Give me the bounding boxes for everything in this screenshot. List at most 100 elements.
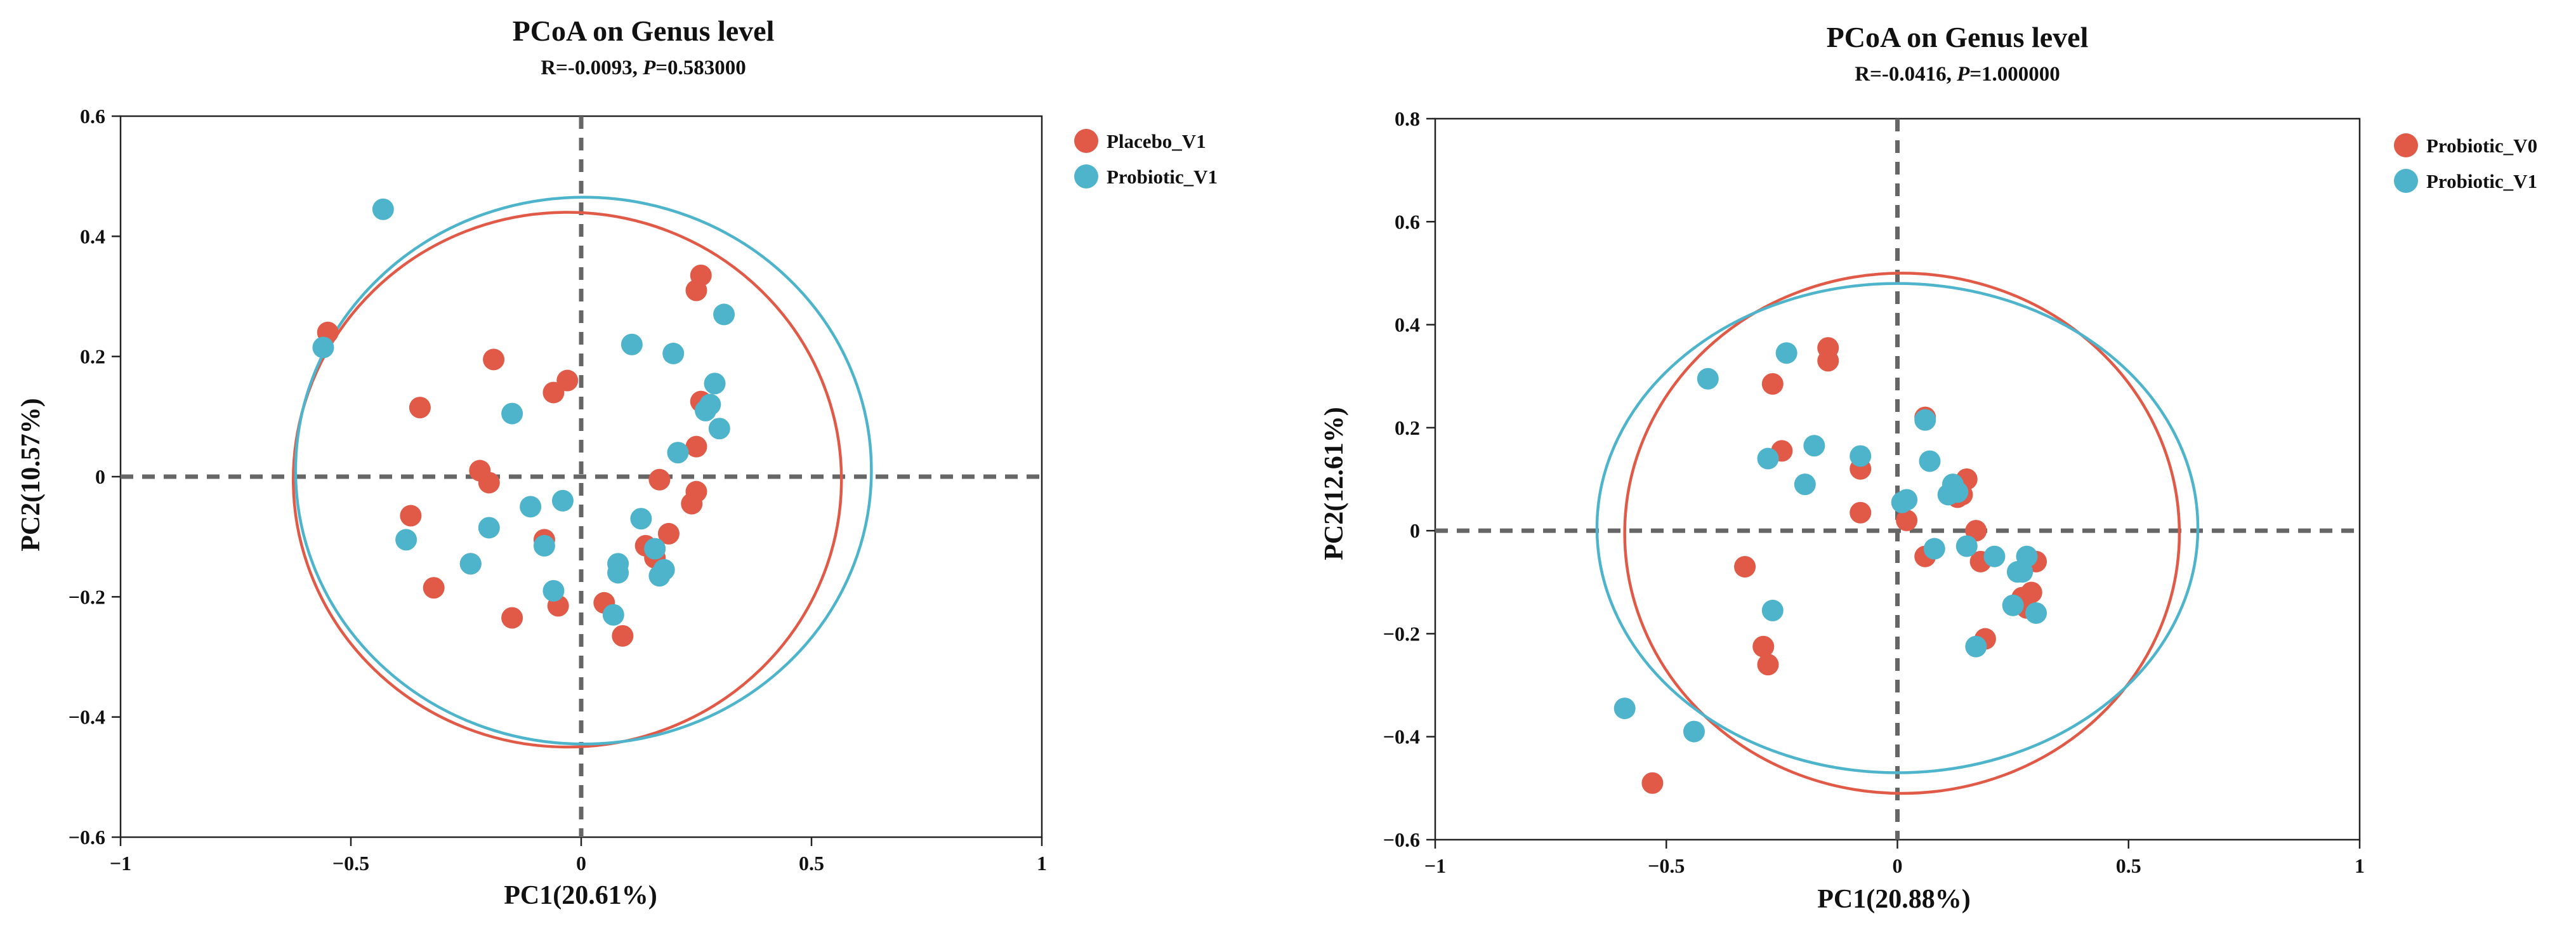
legend-label: Probiotic_V1 [1107, 166, 1218, 188]
point-probiotic-v1 [1914, 409, 1936, 431]
y-tick-label: 0.8 [1395, 107, 1420, 130]
point-probiotic-v1 [533, 534, 555, 557]
point-probiotic-v1 [1955, 535, 1978, 557]
point-probiotic-v1 [1919, 450, 1941, 472]
point-probiotic-v0 [1817, 350, 1839, 372]
chart-subtitle: R=-0.0416, P=1.000000 [1855, 63, 2060, 86]
point-placebo-v1 [478, 472, 500, 494]
x-tick-label: −0.5 [1648, 854, 1685, 877]
point-probiotic-v1 [312, 336, 334, 359]
point-probiotic-v1 [607, 562, 629, 584]
point-probiotic-v1 [2002, 594, 2024, 616]
chart-subtitle: R=-0.0093, P=0.583000 [541, 56, 746, 79]
x-tick-label: −1 [1424, 854, 1446, 877]
point-probiotic-v1 [459, 553, 482, 575]
y-tick-label: −0.2 [69, 585, 105, 608]
point-probiotic-v0 [1757, 654, 1779, 676]
point-probiotic-v1 [551, 489, 574, 512]
point-probiotic-v1 [662, 342, 685, 364]
chart-left: PCoA on Genus level R=-0.0093, P=0.58300… [16, 15, 1218, 910]
x-tick-label: 0 [576, 852, 586, 875]
point-probiotic-v0 [2020, 581, 2042, 604]
point-placebo-v1 [501, 607, 523, 629]
point-probiotic-v1 [1803, 435, 1825, 457]
point-probiotic-v1 [501, 402, 523, 425]
chart-title: PCoA on Genus level [513, 15, 775, 47]
point-probiotic-v0 [1761, 373, 1784, 395]
point-probiotic-v1 [1965, 635, 1987, 658]
y-tick-label: −0.6 [1383, 828, 1420, 851]
point-probiotic-v1 [1757, 447, 1779, 470]
y-tick-label: 0.6 [80, 105, 105, 128]
point-probiotic-v1 [395, 529, 417, 551]
legend-marker [1074, 164, 1098, 189]
point-probiotic-v0 [1752, 635, 1775, 658]
y-tick-label: 0.4 [80, 225, 105, 248]
point-placebo-v1 [612, 625, 634, 647]
point-placebo-v1 [556, 369, 579, 392]
point-placebo-v1 [483, 348, 505, 371]
point-probiotic-v1 [653, 559, 675, 581]
y-axis-label: PC2(10.57%) [16, 398, 46, 551]
ellipse-probiotic-v0 [1623, 272, 2181, 795]
point-placebo-v1 [690, 264, 712, 286]
point-probiotic-v1 [372, 198, 394, 220]
point-placebo-v1 [685, 480, 707, 503]
ellipse-probiotic-v1 [1595, 282, 2200, 774]
legend-label: Probiotic_V0 [2426, 135, 2537, 157]
x-tick-label: 1 [2355, 854, 2365, 877]
point-probiotic-v1 [1761, 599, 1784, 621]
y-tick-label: −0.4 [69, 706, 105, 729]
point-probiotic-v1 [2016, 545, 2038, 567]
p-label: P [642, 56, 656, 79]
point-probiotic-v1 [2025, 602, 2047, 624]
y-tick-label: 0.2 [80, 345, 105, 368]
y-tick-label: −0.4 [1383, 725, 1420, 748]
point-probiotic-v1 [1947, 481, 1969, 503]
point-probiotic-v1 [621, 333, 643, 355]
point-probiotic-v1 [699, 394, 721, 416]
legend-marker [1074, 129, 1098, 153]
point-probiotic-v1 [542, 579, 565, 602]
point-probiotic-v0 [1734, 555, 1756, 578]
chart-right: PCoA on Genus level R=-0.0416, P=1.00000… [1320, 21, 2537, 914]
point-placebo-v1 [648, 468, 671, 491]
point-probiotic-v1 [602, 604, 624, 626]
point-probiotic-v1 [708, 418, 730, 440]
x-axis-label: PC1(20.88%) [1817, 885, 1970, 914]
point-placebo-v1 [685, 435, 707, 458]
y-tick-label: 0.6 [1395, 210, 1420, 233]
point-probiotic-v1 [704, 373, 726, 395]
x-tick-label: 0 [1893, 854, 1903, 877]
chart-title: PCoA on Genus level [1827, 21, 2089, 53]
point-probiotic-v1 [1697, 367, 1719, 390]
y-axis-label: PC2(12.61%) [1320, 407, 1349, 560]
point-probiotic-v1 [1983, 545, 2006, 567]
point-placebo-v1 [423, 577, 445, 599]
point-placebo-v1 [657, 522, 680, 545]
x-tick-label: −0.5 [332, 852, 369, 875]
point-placebo-v1 [409, 397, 431, 419]
point-probiotic-v1 [644, 538, 666, 560]
x-tick-label: −1 [110, 852, 131, 875]
p-label: P [1956, 63, 1970, 86]
r-statistic: R=-0.0416, [1855, 63, 1957, 86]
y-tick-label: −0.6 [69, 826, 105, 849]
point-probiotic-v1 [478, 517, 500, 539]
ellipse-placebo-v1 [291, 211, 843, 749]
point-probiotic-v0 [1641, 772, 1664, 794]
point-probiotic-v1 [1896, 489, 1918, 511]
ellipse-probiotic-v1 [294, 195, 873, 746]
point-probiotic-v1 [1683, 720, 1705, 743]
point-probiotic-v1 [520, 496, 542, 518]
legend-marker [2394, 133, 2418, 157]
point-probiotic-v1 [713, 303, 735, 326]
y-tick-label: 0.4 [1395, 314, 1420, 336]
legend-label: Probiotic_V1 [2426, 170, 2537, 192]
point-probiotic-v1 [667, 442, 689, 464]
point-probiotic-v1 [1850, 445, 1872, 467]
point-placebo-v1 [400, 505, 422, 527]
y-tick-label: −0.2 [1383, 622, 1420, 645]
point-probiotic-v1 [630, 508, 652, 530]
